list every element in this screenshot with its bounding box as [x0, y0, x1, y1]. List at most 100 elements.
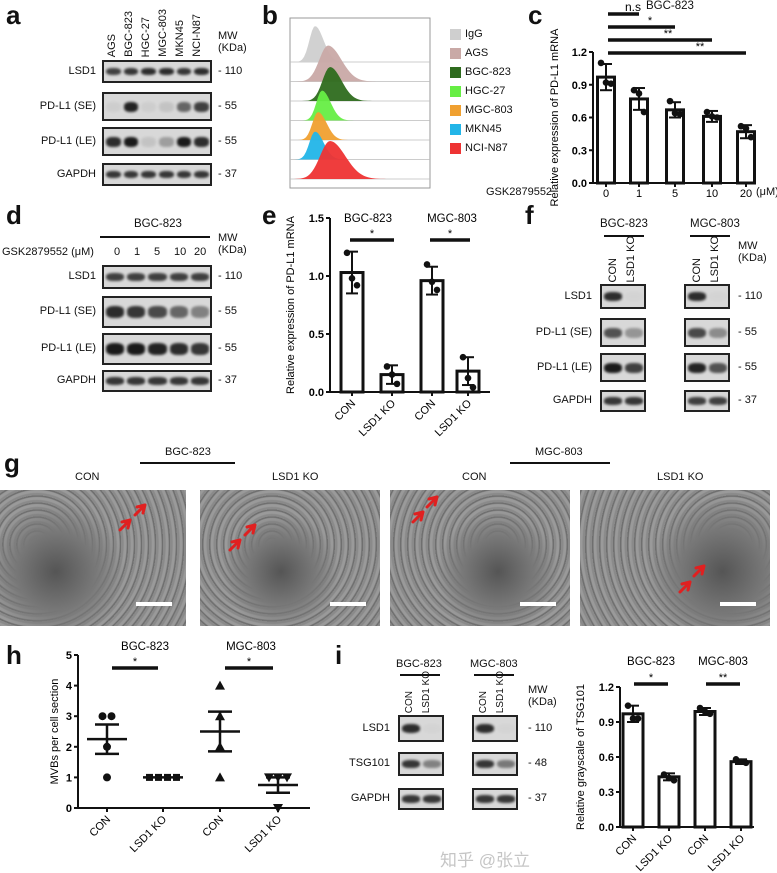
mw-header: MW (KDa): [738, 240, 767, 264]
bar: [621, 712, 645, 829]
bar: [729, 760, 753, 829]
y-axis-label: MVBs per cell section: [49, 679, 61, 785]
molecular-weight-label: - 48: [528, 757, 547, 769]
data-point: [629, 715, 637, 722]
x-tick-label: CON: [685, 833, 711, 859]
blot-band: [169, 377, 188, 385]
data-point: [273, 804, 283, 813]
blot-strip: [398, 752, 444, 776]
data-point: [666, 97, 674, 105]
blot-strip: [398, 788, 444, 810]
y-tick-label: 0.3: [599, 787, 614, 799]
data-point: [173, 773, 180, 781]
blot-band: [604, 397, 622, 405]
red-arrow-icon: [118, 518, 132, 532]
blot-band: [476, 760, 494, 768]
y-tick-label: 0.6: [572, 113, 587, 125]
histogram-mgc-803: [290, 112, 430, 140]
data-point: [706, 710, 714, 718]
molecular-weight-label: - 55: [738, 325, 757, 338]
blot-strip: [102, 60, 212, 83]
data-point: [343, 249, 351, 257]
data-point: [98, 712, 107, 721]
blot-band: [141, 101, 156, 112]
data-point: [742, 759, 750, 767]
blot-band: [194, 170, 209, 179]
panel-label-h: h: [6, 640, 22, 670]
molecular-weight-label: - 37: [738, 394, 757, 406]
blot-row-label: GAPDH: [56, 374, 96, 386]
molecular-weight-label: - 55: [218, 305, 237, 317]
significance-label: *: [247, 656, 252, 668]
significance-label: *: [370, 228, 375, 240]
group-label: MGC-803: [470, 658, 518, 670]
data-point: [393, 380, 401, 388]
blot-row-label: PD-L1 (LE): [40, 342, 96, 354]
blot-band: [709, 362, 727, 373]
y-tick-label: 5: [66, 650, 72, 662]
blot-band: [123, 101, 139, 112]
blot-strip: [472, 788, 518, 810]
data-point: [469, 384, 477, 391]
blot-band: [604, 292, 622, 301]
blot-band: [194, 67, 209, 76]
blot-band: [106, 136, 121, 147]
data-point: [660, 771, 668, 778]
blot-row-label: PD-L1 (SE): [39, 305, 96, 317]
blot-strip: [472, 752, 518, 776]
blot-band: [169, 343, 188, 355]
blot-band: [106, 377, 125, 385]
group-label: MGC-803: [535, 446, 583, 458]
blot-band: [127, 377, 146, 385]
data-point: [388, 371, 396, 378]
data-point: [696, 704, 704, 712]
data-point: [464, 374, 472, 382]
data-point: [634, 715, 642, 722]
blot-band: [176, 136, 192, 147]
x-tick-label: CON: [87, 814, 113, 840]
data-point: [103, 742, 111, 751]
molecular-weight-label: - 55: [738, 360, 757, 373]
blot-band: [604, 362, 622, 373]
image-label: LSD1 KO: [657, 471, 704, 483]
group-underline: [604, 235, 644, 237]
group-label: BGC-823: [344, 213, 392, 225]
group-underline: [400, 674, 440, 676]
legend-swatch: [450, 105, 461, 116]
molecular-weight-label: - 55: [218, 134, 237, 147]
blot-row-label: PD-L1 (SE): [535, 325, 592, 338]
blot-band: [141, 136, 156, 147]
data-point: [215, 741, 225, 751]
x-tick-label: 10: [706, 188, 718, 200]
red-arrow-icon: [678, 580, 692, 594]
molecular-weight-label: - 37: [528, 792, 547, 804]
blot-band: [159, 170, 174, 179]
legend-swatch: [450, 143, 461, 154]
blot-band: [127, 343, 146, 355]
x-tick-label: LSD1 KO: [433, 397, 475, 439]
molecular-weight-label: - 37: [218, 374, 237, 386]
red-arrow-icon: [243, 523, 257, 537]
blot-band: [169, 273, 188, 281]
y-tick-label: 0.3: [572, 145, 587, 157]
data-point: [665, 774, 673, 782]
molecular-weight-label: - 55: [218, 99, 237, 112]
blot-band: [148, 273, 167, 281]
bar: [693, 710, 717, 829]
data-point: [703, 108, 711, 116]
panel-label-g: g: [4, 448, 20, 478]
blot-row-label: TSG101: [349, 757, 390, 769]
blot-strip: [398, 715, 444, 742]
significance-label: **: [664, 28, 673, 40]
y-axis-label: Relative expression of PD-L1 mRNA: [285, 215, 297, 394]
y-tick-label: 0: [66, 803, 72, 815]
bar: [596, 75, 616, 185]
blot-row-label: PD-L1 (SE): [39, 99, 96, 112]
panel-label-c: c: [528, 0, 543, 30]
x-tick-label: 5: [672, 188, 678, 200]
scale-bar: [136, 602, 172, 606]
data-point: [353, 281, 361, 289]
y-tick-label: 1.5: [309, 213, 324, 225]
y-tick-label: 0.0: [309, 387, 324, 399]
group-underline: [100, 236, 210, 238]
